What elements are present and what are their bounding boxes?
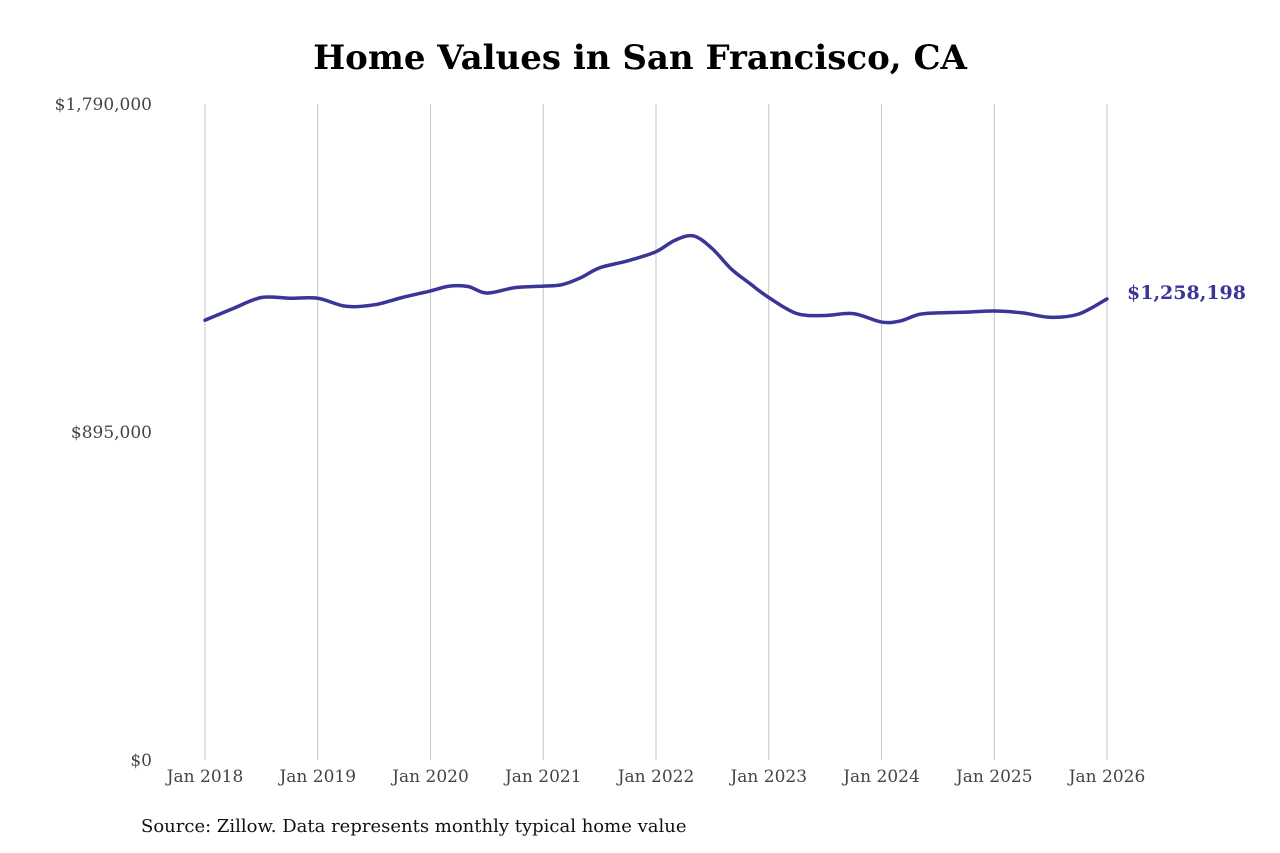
x-tick-label: Jan 2019 (277, 767, 356, 787)
x-tick-label: Jan 2024 (841, 767, 920, 787)
x-tick-label: Jan 2026 (1067, 767, 1146, 787)
x-tick-label: Jan 2018 (165, 767, 244, 787)
x-tick-label: Jan 2025 (954, 767, 1033, 787)
x-tick-label: Jan 2020 (390, 767, 469, 787)
x-tick-label: Jan 2023 (728, 767, 807, 787)
y-tick-label: $895,000 (71, 423, 152, 443)
x-tick-label: Jan 2021 (503, 767, 582, 787)
y-tick-label: $1,790,000 (55, 95, 152, 115)
y-tick-label: $0 (130, 751, 152, 771)
x-tick-label: Jan 2022 (616, 767, 695, 787)
end-value-label: $1,258,198 (1127, 282, 1246, 304)
series-line (203, 233, 1109, 325)
source-note: Source: Zillow. Data represents monthly … (141, 816, 687, 837)
chart-title: Home Values in San Francisco, CA (313, 38, 967, 78)
